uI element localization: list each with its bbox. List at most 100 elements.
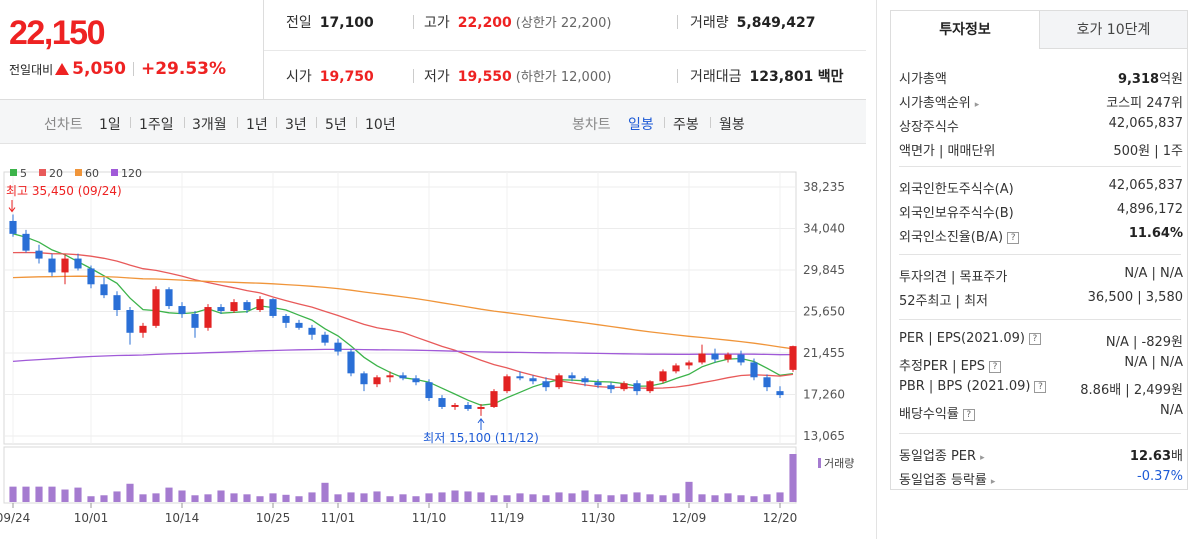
volume-bar: [256, 496, 264, 502]
info-value: N/A | N/A: [1124, 355, 1183, 370]
stock-chart-area: 22,150 전일대비 5,050 +29.53% 전일 17,100 고가 22,…: [0, 0, 866, 525]
help-icon[interactable]: ?: [1007, 232, 1020, 244]
divider: [276, 117, 277, 128]
info-value: 42,065,837: [1108, 116, 1183, 131]
candle-body: [191, 313, 199, 328]
help-icon[interactable]: ?: [1028, 333, 1041, 345]
price-header: 22,150 전일대비 5,050 +29.53% 전일 17,100 고가 22,…: [0, 0, 866, 100]
volume-bar: [438, 492, 446, 502]
legend-label: 120: [121, 167, 142, 180]
legend-swatch: [111, 169, 118, 176]
info-row: 시가총액순위 ▸ 코스피 247위: [899, 90, 1183, 112]
x-tick-label: 12/09: [672, 511, 707, 525]
candle-body: [776, 391, 784, 396]
volume-bar: [672, 493, 680, 502]
candle-body: [256, 299, 264, 311]
legend-swatch: [10, 169, 17, 176]
volume-bar: [490, 495, 498, 502]
volume-bar: [789, 454, 797, 502]
y-tick-label: 34,040: [803, 222, 845, 236]
x-tick-label: 10/01: [74, 511, 109, 525]
caret-right-icon[interactable]: ▸: [990, 477, 996, 487]
candle-body: [555, 375, 563, 388]
info-value: 코스피 247위: [1106, 96, 1183, 111]
candle-body: [737, 354, 745, 363]
candle-daily[interactable]: 일봉: [628, 117, 654, 133]
candle-body: [789, 346, 797, 370]
candle-body: [321, 334, 329, 343]
info-value: N/A | -829원: [1105, 335, 1183, 350]
info-label: PER | EPS(2021.09)?: [899, 331, 1041, 346]
trade-amount-unit: 백만: [817, 69, 844, 85]
high-label: 고가: [424, 15, 450, 31]
divider: [677, 69, 678, 83]
change-amount: 5,050: [72, 59, 126, 79]
help-icon[interactable]: ?: [1034, 381, 1047, 393]
info-label: 액면가 | 매매단위: [899, 144, 996, 159]
group-divider: [899, 319, 1181, 320]
help-icon[interactable]: ?: [988, 361, 1001, 373]
candle-body: [48, 258, 56, 273]
period-5y[interactable]: 5년: [325, 117, 347, 133]
trade-amount-label: 거래대금: [690, 69, 742, 85]
info-value: 500원 | 1주: [1113, 144, 1183, 159]
period-10y[interactable]: 10년: [365, 117, 396, 133]
candle-body: [542, 381, 550, 388]
volume-bar: [152, 493, 160, 502]
candle-body: [646, 381, 654, 392]
y-tick-label: 29,845: [803, 263, 845, 277]
divider: [237, 117, 238, 128]
volume-bar: [9, 486, 17, 502]
caret-right-icon[interactable]: ▸: [980, 453, 985, 463]
info-label[interactable]: 동일업종 등락률 ▸: [899, 473, 996, 488]
info-row: 동일업종 등락률 ▸ -0.37%: [899, 467, 1183, 489]
candle-body: [35, 250, 43, 259]
low-label: 저가: [424, 69, 450, 85]
candle-body: [698, 353, 706, 363]
low-value: 19,550: [457, 69, 512, 85]
volume-bar: [529, 494, 537, 502]
price-plot-frame: [3, 171, 797, 445]
info-row: 상장주식수 42,065,837: [899, 114, 1183, 136]
prev-close-value: 17,100: [319, 15, 374, 31]
info-label: 외국인소진율(B/A)?: [899, 226, 1020, 245]
candle-monthly[interactable]: 월봉: [719, 117, 745, 133]
period-3y[interactable]: 3년: [285, 117, 307, 133]
volume-bar: [217, 490, 225, 502]
candle-body: [620, 383, 628, 390]
tab-investment-info[interactable]: 투자정보: [891, 11, 1039, 49]
divider: [413, 69, 414, 83]
info-value: 8.86배 | 2,499원: [1080, 383, 1183, 398]
volume-bar: [178, 490, 186, 502]
volume-bar: [711, 495, 719, 502]
tab-order-book-10[interactable]: 호가 10단계: [1039, 11, 1187, 49]
candle-body: [334, 342, 342, 352]
volume-bar: [230, 493, 238, 502]
volume-bar: [659, 495, 667, 502]
candle-body: [516, 376, 524, 379]
info-label[interactable]: 동일업종 PER ▸: [899, 449, 985, 464]
candle-body: [464, 404, 472, 409]
volume-bar: [412, 496, 420, 502]
volume-bar: [503, 495, 511, 502]
candle-body: [412, 378, 420, 383]
candle-weekly[interactable]: 주봉: [673, 117, 699, 133]
x-tick-label: 11/19: [490, 511, 525, 525]
volume-bar: [737, 495, 745, 502]
period-1d[interactable]: 1일: [99, 117, 121, 133]
info-label[interactable]: 시가총액순위 ▸: [899, 96, 980, 111]
candle-body: [87, 268, 95, 285]
ma-60-line: [12, 275, 794, 350]
period-1y[interactable]: 1년: [246, 117, 268, 133]
caret-right-icon[interactable]: ▸: [974, 100, 980, 110]
candle-body: [438, 398, 446, 407]
help-icon[interactable]: ?: [962, 409, 975, 421]
period-3m[interactable]: 3개월: [192, 117, 227, 133]
candle-body: [217, 307, 225, 312]
info-row: 동일업종 PER ▸ 12.63배: [899, 443, 1183, 465]
period-1w[interactable]: 1주일: [139, 117, 174, 133]
volume-bar: [620, 494, 628, 502]
candle-body: [360, 373, 368, 385]
volume-bar: [399, 494, 407, 502]
ma-120-line: [12, 348, 794, 363]
